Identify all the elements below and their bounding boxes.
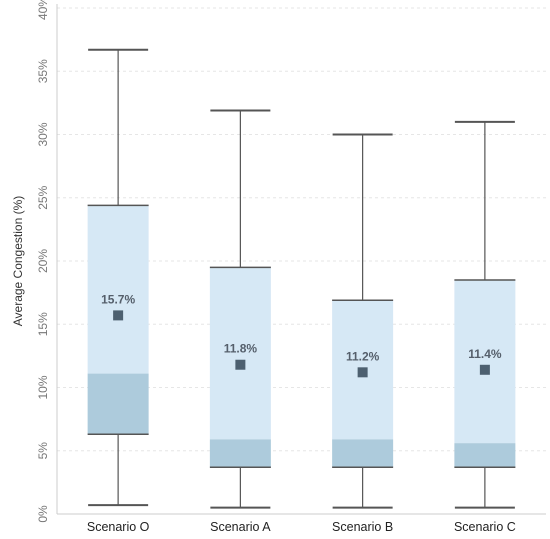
box-upper xyxy=(454,279,516,444)
y-tick-label: 15% xyxy=(36,312,50,336)
y-axis-title: Average Congestion (%) xyxy=(11,196,25,327)
x-tick-label: Scenario O xyxy=(87,520,150,534)
box-lower xyxy=(454,443,516,468)
y-tick-label: 10% xyxy=(36,375,50,399)
y-tick-label: 0% xyxy=(36,505,50,523)
x-tick-label: Scenario C xyxy=(454,520,516,534)
box-lower xyxy=(332,439,394,468)
box-upper xyxy=(209,267,271,440)
x-tick-label: Scenario A xyxy=(210,520,271,534)
mean-label: 11.4% xyxy=(468,347,502,361)
box-group: 11.2% xyxy=(332,133,394,509)
y-tick-label: 20% xyxy=(36,249,50,273)
mean-label: 11.2% xyxy=(346,349,380,363)
y-tick-label: 5% xyxy=(36,442,50,460)
boxes: 15.7% 11.8% 11.2% 11.4% xyxy=(87,48,516,509)
y-tick-labels: 0% 5% 10% 15% 20% 25% 30% 35% 40% xyxy=(36,0,50,523)
x-tick-labels: Scenario O Scenario A Scenario B Scenario C xyxy=(87,520,516,534)
box-lower xyxy=(209,439,271,468)
mean-marker xyxy=(113,310,124,321)
mean-marker xyxy=(235,359,246,370)
mean-marker xyxy=(357,367,368,378)
box-group: 15.7% xyxy=(87,48,149,507)
y-tick-label: 25% xyxy=(36,185,50,209)
box-upper xyxy=(87,205,149,374)
box-group: 11.4% xyxy=(454,120,516,509)
box-group: 11.8% xyxy=(209,109,271,509)
box-lower xyxy=(87,373,149,435)
mean-label: 11.8% xyxy=(224,342,258,356)
y-tick-label: 35% xyxy=(36,59,50,83)
y-tick-label: 30% xyxy=(36,122,50,146)
mean-label: 15.7% xyxy=(101,292,135,306)
axes xyxy=(56,4,546,515)
mean-marker xyxy=(479,364,490,375)
y-tick-label: 40% xyxy=(36,0,50,20)
x-tick-label: Scenario B xyxy=(332,520,393,534)
